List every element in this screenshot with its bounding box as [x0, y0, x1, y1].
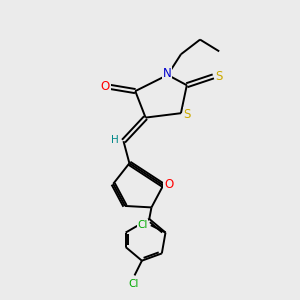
Text: Cl: Cl	[128, 279, 138, 289]
Text: S: S	[184, 108, 191, 121]
Text: O: O	[164, 178, 173, 191]
Text: H: H	[111, 135, 119, 145]
Text: N: N	[163, 67, 172, 80]
Text: Cl: Cl	[137, 220, 148, 230]
Text: S: S	[215, 70, 223, 83]
Text: O: O	[100, 80, 110, 93]
